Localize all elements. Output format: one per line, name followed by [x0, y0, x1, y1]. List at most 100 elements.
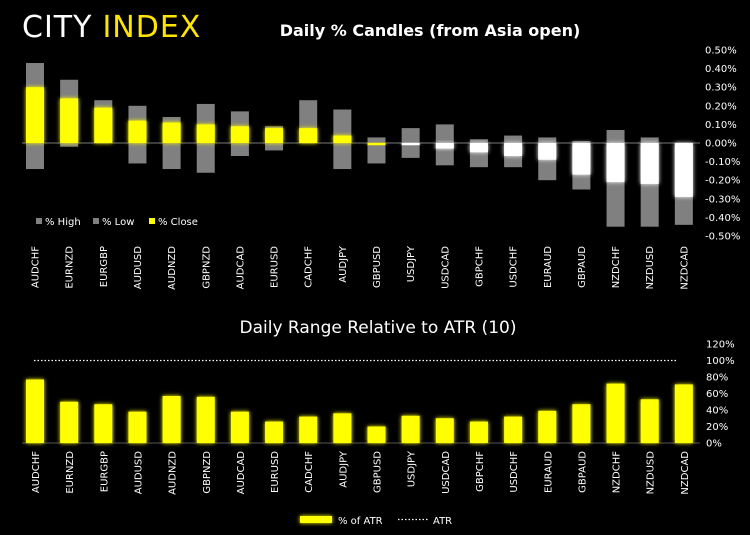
candles-x-label: NZDUSD — [645, 246, 656, 290]
atr-y-tick: 120% — [706, 340, 735, 351]
candles-legend-swatch — [36, 218, 42, 224]
candle-close-bar-positive — [367, 143, 386, 145]
atr-bar-gbpaud — [572, 404, 591, 443]
candles-y-tick: 0.50% — [705, 46, 737, 57]
candle-eurgbp — [94, 100, 113, 143]
candle-audusd — [128, 105, 147, 164]
candles-x-label: USDJPY — [406, 245, 417, 282]
atr-bar-audcad — [230, 411, 249, 443]
candles-y-tick: 0.00% — [705, 139, 737, 150]
atr-bar-cadchf — [299, 416, 318, 443]
candle-audchf — [26, 63, 44, 170]
candles-legend-label: % High — [45, 217, 81, 228]
atr-x-label: EURGBP — [99, 451, 110, 492]
atr-x-label: AUDCHF — [31, 451, 42, 493]
candle-usdjpy — [401, 128, 420, 158]
atr-bar-usdchf — [504, 416, 523, 443]
candle-close-bar-positive — [230, 126, 249, 143]
candles-x-label: EURGBP — [99, 246, 110, 287]
candle-audcad — [230, 111, 249, 157]
atr-x-axis: AUDCHF EURNZD EURGBP AUDUSD AUDNZD GBPNZD AUDC… — [31, 450, 691, 495]
atr-x-label: GBPAUD — [577, 451, 588, 493]
candle-gbpaud — [572, 141, 591, 190]
candles-y-tick: 0.20% — [705, 101, 737, 112]
atr-y-tick: 100% — [706, 356, 735, 367]
atr-plot — [26, 359, 693, 443]
candle-cadchf — [299, 100, 318, 143]
candles-x-label: EURAUD — [543, 246, 554, 288]
candle-close-bar-negative — [640, 143, 659, 184]
atr-x-label: AUDUSD — [133, 451, 144, 495]
candle-eurusd — [265, 126, 284, 151]
candle-audjpy — [333, 109, 352, 170]
candle-eurnzd — [60, 79, 79, 147]
atr-y-tick: 40% — [706, 406, 728, 417]
candles-y-tick: 0.10% — [705, 120, 737, 131]
atr-bar-gbpchf — [469, 421, 488, 443]
atr-x-label: NZDCAD — [680, 451, 691, 495]
candle-close-bar-negative — [504, 143, 523, 157]
atr-bar-audchf — [26, 379, 44, 443]
candles-x-label: NZDCHF — [611, 246, 622, 289]
atr-bar-usdjpy — [401, 415, 420, 443]
atr-y-tick: 0% — [706, 439, 722, 450]
candle-euraud — [538, 137, 557, 181]
atr-x-label: AUDJPY — [338, 450, 349, 488]
candle-close-bar-negative — [435, 143, 454, 149]
candle-close-bar-positive — [299, 128, 318, 143]
candle-close-bar-negative — [538, 143, 557, 160]
atr-x-label: EURAUD — [543, 451, 554, 493]
atr-bar-audnzd — [162, 395, 181, 443]
atr-x-label: EURUSD — [270, 451, 281, 493]
candle-usdchf — [504, 135, 523, 168]
candles-x-label: NZDCAD — [679, 246, 690, 290]
atr-x-label: EURNZD — [65, 451, 76, 494]
candle-close-bar-positive — [128, 120, 147, 143]
atr-legend-label: % of ATR — [338, 516, 383, 527]
atr-x-label: AUDNZD — [168, 451, 179, 495]
candle-close-bar-positive — [60, 98, 79, 143]
atr-y-tick: 20% — [706, 422, 728, 433]
candles-x-label: EURNZD — [65, 246, 76, 289]
candle-usdcad — [435, 124, 454, 166]
candles-plot — [26, 63, 693, 227]
candle-gbpchf — [469, 139, 488, 168]
logo-word-index: INDEX — [102, 10, 202, 45]
atr-chart: Daily Range Relative to ATR (10) 120% 100… — [22, 318, 735, 527]
atr-x-label: GBPNZD — [202, 451, 213, 494]
candles-x-label: USDCAD — [440, 246, 451, 289]
candles-x-label: GBPAUD — [577, 246, 588, 288]
candle-close-bar-negative — [401, 143, 420, 145]
atr-x-label: NZDCHF — [612, 451, 623, 494]
atr-bar-gbpusd — [367, 426, 386, 443]
candles-legend-swatch — [149, 218, 155, 224]
candle-close-bar-positive — [196, 124, 215, 143]
atr-chart-title: Daily Range Relative to ATR (10) — [240, 318, 517, 338]
atr-bar-eurusd — [265, 421, 284, 443]
candles-y-tick: -0.30% — [705, 194, 740, 205]
atr-x-label: USDJPY — [407, 450, 418, 487]
atr-bar-gbpnzd — [196, 396, 215, 443]
atr-legend-swatch-bar — [300, 516, 332, 523]
atr-bar-usdcad — [435, 418, 454, 443]
candles-x-label: AUDCHF — [31, 246, 42, 288]
candle-nzdcad — [674, 143, 693, 225]
candles-x-label: AUDCAD — [235, 246, 246, 290]
candles-x-axis: AUDCHF EURNZD EURGBP AUDUSD AUDNZD GBPNZD AUDC… — [31, 245, 691, 290]
candles-x-label: GBPUSD — [372, 246, 383, 288]
candle-close-bar-negative — [572, 143, 591, 175]
candles-chart: Daily % Candles (from Asia open) 0.50% 0.… — [22, 21, 740, 290]
candle-close-bar-negative — [469, 143, 488, 153]
candle-close-bar-positive — [26, 87, 44, 143]
atr-x-label: USDCAD — [441, 451, 452, 494]
candles-y-tick: -0.40% — [705, 213, 740, 224]
atr-x-label: CADCHF — [304, 451, 315, 493]
candle-nzdusd — [640, 137, 659, 227]
candles-x-label: EURUSD — [270, 246, 281, 288]
atr-bar-eurgbp — [94, 404, 113, 443]
candle-close-bar-negative — [674, 143, 693, 197]
atr-bar-nzdusd — [640, 399, 659, 443]
atr-bar-audjpy — [333, 413, 352, 443]
atr-x-label: NZDUSD — [646, 451, 657, 495]
